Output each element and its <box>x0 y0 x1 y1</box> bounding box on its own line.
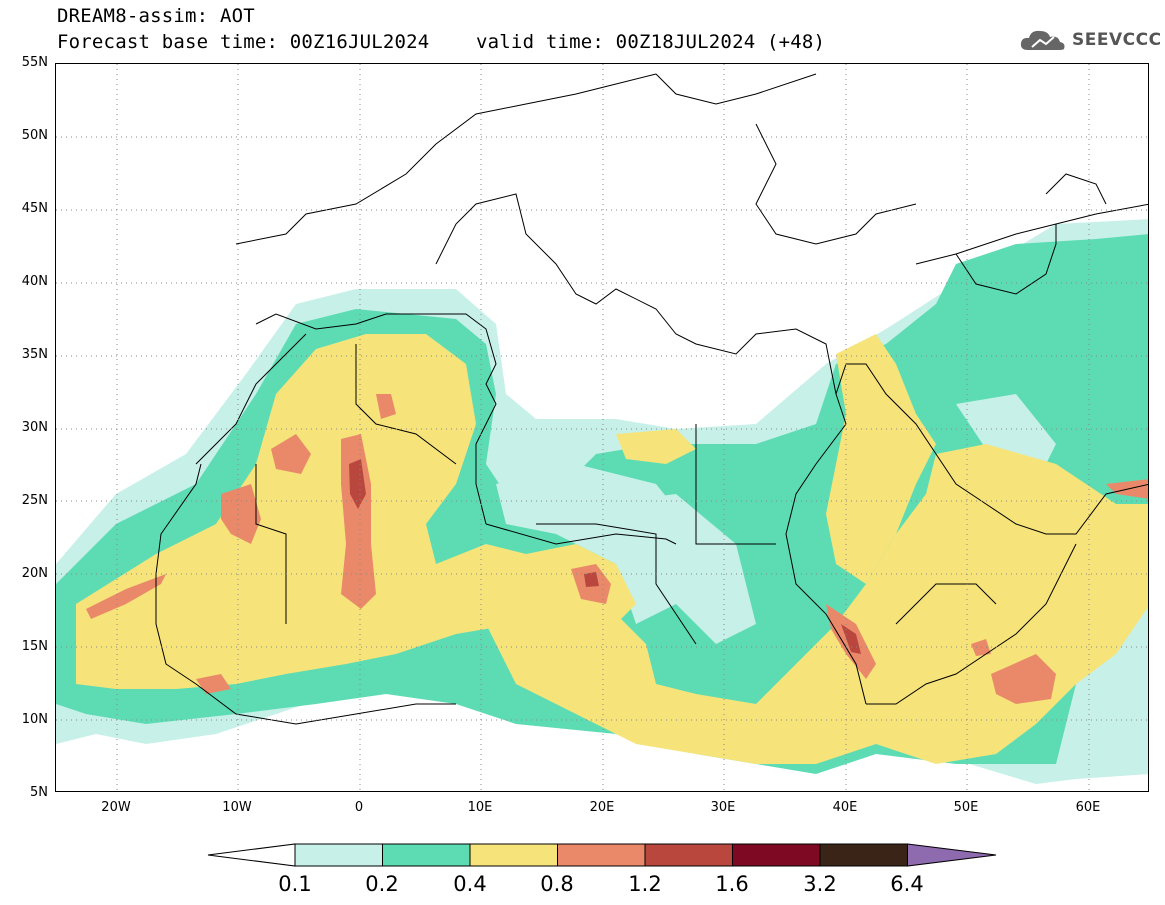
aot-band-0.8 <box>86 394 1148 704</box>
colorbar-label: 0.2 <box>365 872 399 896</box>
colorbar-max-arrow <box>907 843 997 867</box>
lon-label: 20W <box>101 800 131 815</box>
lat-label: 50N <box>21 128 48 143</box>
colorbar-swatch <box>382 843 471 867</box>
base-time: Forecast base time: 00Z16JUL2024 <box>57 31 430 53</box>
forecast-times: Forecast base time: 00Z16JUL2024 valid t… <box>57 31 825 53</box>
seevccc-logo: SEEVCCC <box>1018 26 1162 54</box>
logo-text: SEEVCCC <box>1072 30 1162 50</box>
colorbar-swatch <box>557 843 646 867</box>
lon-label: 60E <box>1075 800 1101 815</box>
lon-label: 10W <box>222 800 252 815</box>
colorbar <box>207 843 997 867</box>
lat-label: 15N <box>21 639 48 654</box>
lat-label: 45N <box>21 201 48 216</box>
colorbar-swatch <box>644 843 733 867</box>
lat-label: 40N <box>21 274 48 289</box>
colorbar-swatch <box>732 843 821 867</box>
lon-label: 20E <box>589 800 615 815</box>
colorbar-label: 1.6 <box>715 872 749 896</box>
lat-label: 20N <box>21 566 48 581</box>
colorbar-label: 0.4 <box>453 872 487 896</box>
valid-time: valid time: 00Z18JUL2024 (+48) <box>476 31 826 53</box>
colorbar-swatch <box>294 843 383 867</box>
lon-label: 0 <box>354 800 364 815</box>
cloud-icon <box>1020 30 1065 50</box>
lat-label: 10N <box>21 712 48 727</box>
map-title: DREAM8-assim: AOT <box>57 5 255 27</box>
map-area <box>55 63 1149 792</box>
colorbar-label: 6.4 <box>890 872 924 896</box>
colorbar-label: 1.2 <box>628 872 662 896</box>
lat-label: 55N <box>21 55 48 70</box>
aot-map <box>56 64 1148 791</box>
colorbar-label: 3.2 <box>803 872 837 896</box>
lat-label: 5N <box>30 785 48 800</box>
lon-label: 30E <box>710 800 736 815</box>
lat-label: 35N <box>21 347 48 362</box>
lon-label: 50E <box>953 800 979 815</box>
lat-label: 30N <box>21 420 48 435</box>
lon-label: 10E <box>467 800 493 815</box>
colorbar-min-arrow <box>207 843 296 867</box>
colorbar-label: 0.8 <box>540 872 574 896</box>
coastlines <box>155 73 1148 725</box>
lon-label: 40E <box>832 800 858 815</box>
colorbar-swatch <box>819 843 908 867</box>
lat-label: 25N <box>21 493 48 508</box>
colorbar-swatch <box>469 843 558 867</box>
colorbar-label: 0.1 <box>278 872 312 896</box>
